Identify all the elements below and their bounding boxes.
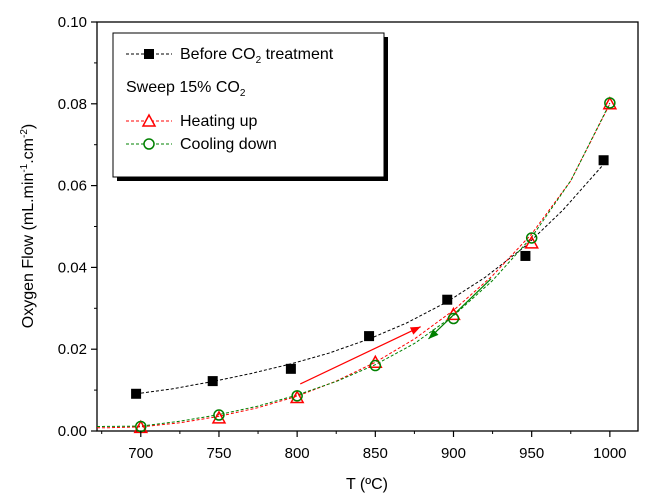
data-point-cooling xyxy=(604,97,616,109)
x-axis-label: T (ºC) xyxy=(346,476,388,493)
y-label-sup1: -1 xyxy=(19,163,30,172)
y-tick-label: 0.00 xyxy=(58,423,87,440)
heating-arrow xyxy=(300,326,421,385)
x-tick-label: 900 xyxy=(441,445,466,462)
x-tick-label: 700 xyxy=(128,445,153,462)
data-point-cooling xyxy=(525,232,538,244)
x-tick-label: 1000 xyxy=(593,445,626,462)
y-axis-ticks: 0.00 0.02 0.04 0.06 0.08 0.10 xyxy=(58,14,97,440)
x-tick-label: 750 xyxy=(206,445,231,462)
data-markers xyxy=(131,96,618,434)
data-point-before xyxy=(285,363,296,374)
cooling-arrow xyxy=(428,278,492,340)
legend-subtitle: Sweep 15% CO2 xyxy=(126,79,246,99)
heating-arrow-head xyxy=(409,326,421,335)
fit-line-cooling xyxy=(96,102,611,427)
direction-arrows xyxy=(300,278,492,385)
fit-line-heating xyxy=(97,103,611,429)
data-point-heating xyxy=(289,389,305,404)
legend-before-sub: 2 xyxy=(256,55,262,66)
x-tick-label: 850 xyxy=(363,445,388,462)
legend-before-end: treatment xyxy=(261,46,334,63)
legend-before-main: Before CO xyxy=(180,46,256,63)
legend-subtitle-sub: 2 xyxy=(240,88,246,99)
data-point-before xyxy=(364,331,375,342)
y-tick-label: 0.06 xyxy=(58,178,87,195)
legend-subtitle-main: Sweep 15% CO xyxy=(126,79,240,96)
data-point-before xyxy=(207,376,218,387)
data-point-heating xyxy=(211,410,227,424)
y-label-mid: .cm xyxy=(20,138,37,164)
data-point-cooling xyxy=(213,409,225,421)
y-label-end: ) xyxy=(20,124,37,129)
data-point-before xyxy=(598,155,609,166)
y-label-main: Oxygen Flow (mL.min xyxy=(20,173,37,329)
legend-label-heating: Heating up xyxy=(180,113,257,130)
x-axis-ticks: 700 750 800 850 900 950 1000 xyxy=(101,431,627,462)
data-point-before xyxy=(131,388,142,399)
cooling-arrow-head xyxy=(428,329,439,339)
legend-box xyxy=(112,32,385,178)
data-point-before xyxy=(442,294,453,305)
data-point-heating xyxy=(602,96,618,110)
legend-marker-circle xyxy=(143,138,155,150)
x-tick-label: 950 xyxy=(519,445,544,462)
legend-marker-square xyxy=(144,49,154,59)
data-point-before xyxy=(520,250,531,261)
y-label-sup2: -2 xyxy=(19,129,30,138)
legend-marker-triangle xyxy=(141,113,157,127)
legend: Before CO2 treatment Sweep 15% CO2 Heati… xyxy=(112,32,388,181)
legend-label-before: Before CO2 treatment xyxy=(180,46,334,66)
y-axis-label: Oxygen Flow (mL.min-1.cm-2) xyxy=(19,124,37,329)
data-point-cooling xyxy=(369,359,382,372)
legend-label-cooling: Cooling down xyxy=(180,136,277,153)
x-tick-label: 800 xyxy=(285,445,310,462)
y-tick-label: 0.04 xyxy=(58,259,87,276)
y-tick-label: 0.10 xyxy=(58,14,87,31)
y-tick-label: 0.08 xyxy=(58,96,87,113)
data-point-cooling xyxy=(291,390,303,402)
data-point-cooling xyxy=(447,312,460,325)
y-tick-label: 0.02 xyxy=(58,341,87,358)
